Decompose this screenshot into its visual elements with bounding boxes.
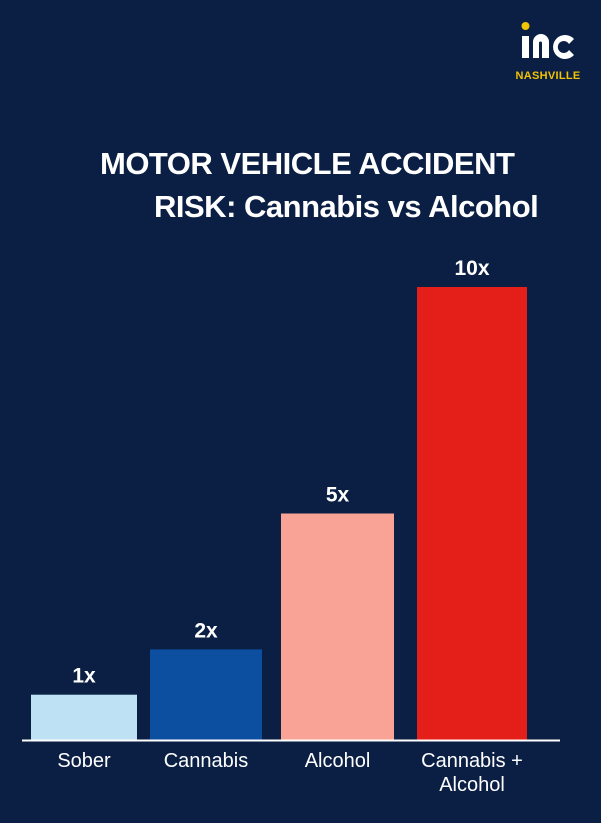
logo-subtitle: NASHVILLE	[515, 70, 581, 82]
logo-mark	[521, 22, 574, 59]
logo-letter-c	[553, 35, 574, 59]
bar-sober	[31, 694, 137, 740]
logo-dot	[521, 22, 530, 30]
bar-cannabis	[150, 649, 262, 740]
category-label: Cannabis	[164, 750, 249, 772]
inc-nashville-logo: NASHVILLE	[514, 20, 582, 84]
data-label: 10x	[454, 257, 489, 280]
data-label: 2x	[194, 619, 218, 642]
logo-letter-i	[522, 36, 529, 58]
chart-title-line-1: MOTOR VEHICLE ACCIDENT	[100, 146, 515, 181]
category-label: Alcohol	[305, 750, 371, 772]
bar-cannabis-alcohol	[417, 287, 527, 740]
chart-title-line-2: RISK: Cannabis vs Alcohol	[154, 189, 539, 224]
category-label: Alcohol	[439, 774, 505, 796]
logo-letter-n	[533, 34, 549, 58]
data-label: 5x	[326, 484, 350, 507]
data-label: 1x	[72, 665, 96, 688]
bar-alcohol	[281, 513, 394, 740]
category-label: Cannabis +	[421, 750, 523, 772]
category-label: Sober	[57, 750, 111, 772]
